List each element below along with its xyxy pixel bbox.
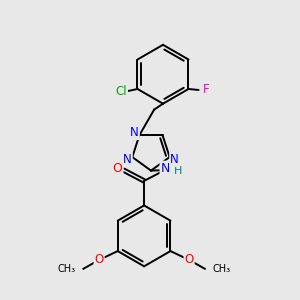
Text: CH₃: CH₃ <box>212 264 230 274</box>
Text: O: O <box>113 162 122 175</box>
Text: N: N <box>170 153 179 166</box>
Text: Cl: Cl <box>116 85 127 98</box>
Text: O: O <box>184 254 194 266</box>
Text: N: N <box>160 162 170 175</box>
Text: N: N <box>123 153 132 166</box>
Text: H: H <box>174 166 183 176</box>
Text: F: F <box>203 83 210 97</box>
Text: CH₃: CH₃ <box>58 264 76 274</box>
Text: N: N <box>130 126 139 139</box>
Text: O: O <box>94 254 104 266</box>
